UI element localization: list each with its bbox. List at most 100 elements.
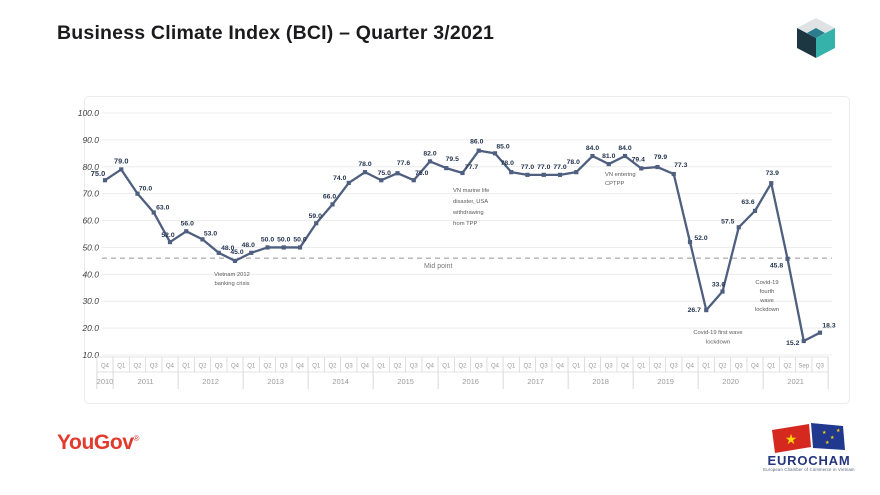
svg-text:79.5: 79.5: [446, 156, 459, 163]
svg-text:48.0: 48.0: [242, 242, 255, 249]
svg-text:Q4: Q4: [556, 364, 565, 370]
svg-text:Q1: Q1: [637, 364, 646, 370]
svg-text:60.0: 60.0: [82, 216, 99, 226]
svg-text:57.5: 57.5: [721, 218, 734, 225]
svg-text:Q3: Q3: [345, 364, 354, 370]
svg-text:Q1: Q1: [702, 364, 711, 370]
svg-text:★: ★: [825, 440, 830, 446]
eurocham-wordmark: EUROCHAM: [767, 453, 851, 468]
svg-text:53.0: 53.0: [204, 230, 217, 237]
svg-text:Q4: Q4: [426, 364, 435, 370]
svg-text:86.0: 86.0: [470, 139, 483, 146]
svg-text:Q3: Q3: [280, 364, 289, 370]
svg-text:Q2: Q2: [328, 364, 337, 370]
svg-text:79.0: 79.0: [114, 156, 128, 165]
svg-text:CPTPP: CPTPP: [605, 181, 624, 187]
svg-text:2018: 2018: [592, 377, 609, 386]
svg-text:Q1: Q1: [182, 364, 191, 370]
svg-text:77.0: 77.0: [553, 164, 566, 171]
svg-text:Q2: Q2: [263, 364, 272, 370]
svg-text:Q3: Q3: [475, 364, 484, 370]
svg-text:2019: 2019: [657, 377, 674, 386]
svg-text:50.0: 50.0: [293, 236, 306, 243]
svg-text:2021: 2021: [787, 377, 804, 386]
eurocham-flag-icon: ★ ★ ★ ★ ★: [772, 423, 845, 453]
svg-text:74.0: 74.0: [333, 175, 346, 182]
cube-logo: [794, 16, 838, 60]
svg-text:50.0: 50.0: [277, 236, 290, 243]
svg-text:70.0: 70.0: [82, 189, 99, 199]
svg-text:disaster, USA: disaster, USA: [453, 199, 488, 205]
svg-text:77.7: 77.7: [465, 164, 478, 171]
svg-text:Q2: Q2: [653, 364, 662, 370]
yougov-wordmark: YouGov: [57, 431, 134, 454]
svg-text:Q2: Q2: [393, 364, 402, 370]
svg-text:Q1: Q1: [767, 364, 776, 370]
svg-text:Q4: Q4: [491, 364, 500, 370]
svg-text:80.0: 80.0: [82, 162, 99, 172]
svg-text:15.2: 15.2: [786, 340, 799, 347]
svg-text:66.0: 66.0: [323, 193, 336, 200]
svg-text:Covid-19 first wave: Covid-19 first wave: [693, 330, 742, 336]
svg-text:79.9: 79.9: [654, 154, 667, 161]
svg-text:70.0: 70.0: [139, 186, 152, 193]
y-axis-labels: 100.0 90.0 80.0 70.0 60.0 50.0 40.0 30.0 20.0 10.…: [78, 108, 100, 360]
svg-text:Sep: Sep: [798, 364, 809, 370]
svg-text:Q3: Q3: [540, 364, 549, 370]
svg-text:Q4: Q4: [751, 364, 760, 370]
svg-text:Q2: Q2: [133, 364, 142, 370]
svg-text:Covid-19: Covid-19: [755, 280, 778, 286]
svg-text:Q3: Q3: [816, 364, 825, 370]
svg-text:2010: 2010: [97, 377, 114, 386]
svg-text:★: ★: [822, 430, 827, 436]
svg-text:Q2: Q2: [523, 364, 532, 370]
svg-text:20.0: 20.0: [81, 323, 99, 333]
svg-text:33.6: 33.6: [712, 282, 725, 289]
svg-text:Q2: Q2: [783, 364, 792, 370]
svg-text:78.0: 78.0: [501, 160, 514, 167]
svg-text:Q2: Q2: [588, 364, 597, 370]
svg-text:73.9: 73.9: [766, 170, 779, 177]
svg-text:Q1: Q1: [572, 364, 581, 370]
svg-text:Q4: Q4: [621, 364, 630, 370]
registered-mark: ®: [133, 434, 140, 443]
svg-text:63.6: 63.6: [741, 199, 754, 206]
svg-text:2020: 2020: [722, 377, 739, 386]
eurocham-tagline: European Chamber of Commerce in Vietnam: [763, 467, 855, 472]
svg-text:★: ★: [836, 428, 841, 434]
svg-text:Q4: Q4: [686, 364, 695, 370]
svg-text:2012: 2012: [202, 377, 219, 386]
svg-text:Q1: Q1: [507, 364, 516, 370]
svg-text:75.0: 75.0: [378, 170, 391, 177]
svg-text:Q3: Q3: [150, 364, 159, 370]
svg-text:48.0: 48.0: [221, 245, 234, 252]
svg-text:77.0: 77.0: [521, 164, 534, 171]
svg-text:★: ★: [830, 435, 835, 441]
svg-text:Q3: Q3: [735, 364, 744, 370]
cube-icon: [797, 18, 835, 58]
svg-text:Q1: Q1: [117, 364, 126, 370]
svg-text:lockdown: lockdown: [755, 307, 779, 313]
svg-text:Q1: Q1: [442, 364, 451, 370]
x-axis-table: Q4 2010 Q1 Q2 Q3 Q4 2011 Q1 Q2 Q3 Q4 2012 Q1 Q2 Q3 Q4 20…: [96, 356, 829, 389]
svg-text:2016: 2016: [462, 377, 479, 386]
svg-text:78.0: 78.0: [358, 161, 371, 168]
svg-text:30.0: 30.0: [82, 296, 99, 306]
chart-frame: [84, 96, 850, 404]
eurocham-logo: ★ ★ ★ ★ ★ EUROCHAM European Chamber of C…: [756, 421, 862, 491]
svg-text:Q1: Q1: [377, 364, 386, 370]
svg-text:Q4: Q4: [166, 364, 175, 370]
svg-text:100.0: 100.0: [78, 108, 100, 118]
svg-text:77.6: 77.6: [397, 160, 410, 167]
svg-text:lockdown: lockdown: [706, 340, 730, 346]
svg-text:26.7: 26.7: [688, 307, 701, 314]
midpoint-line: Mid point: [102, 257, 832, 270]
svg-text:VN entering: VN entering: [605, 172, 636, 178]
svg-text:Q4: Q4: [296, 364, 305, 370]
svg-text:Q3: Q3: [605, 364, 614, 370]
svg-text:85.0: 85.0: [496, 143, 509, 150]
svg-text:VN marine life: VN marine life: [453, 188, 489, 194]
svg-text:56.0: 56.0: [181, 220, 194, 227]
bci-value-labels: 75.0 79.0 70.0 63.0 52.0 56.0 53.0 48.045.048.0…: [91, 139, 836, 347]
